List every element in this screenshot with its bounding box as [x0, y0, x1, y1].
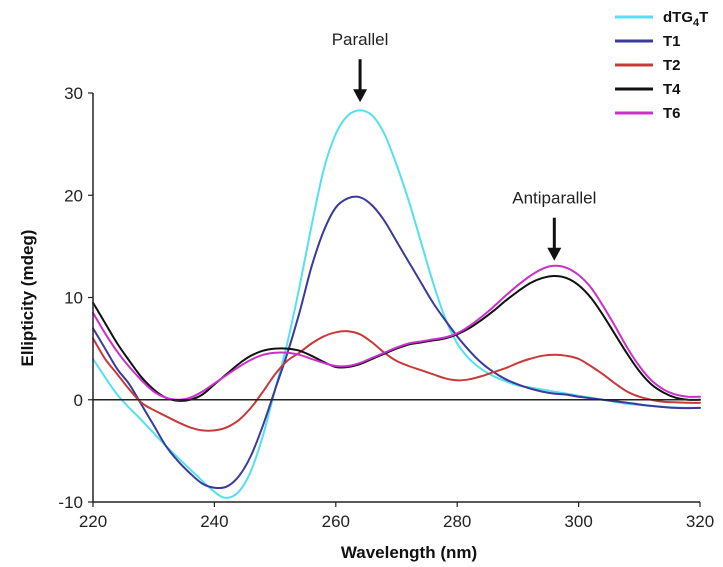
legend-label: dTG4T: [663, 9, 708, 29]
annotation-label: Antiparallel: [512, 189, 596, 208]
y-tick-label: 20: [64, 186, 83, 205]
x-tick-label: 260: [322, 512, 350, 531]
legend-label-text: T1: [663, 33, 681, 50]
legend-label: T6: [663, 105, 681, 122]
y-axis-title: Ellipticity (mdeg): [18, 230, 37, 367]
legend-label-tail: T: [699, 9, 708, 26]
x-axis-title: Wavelength (nm): [341, 543, 477, 562]
y-tick-label: 0: [74, 391, 83, 410]
annotations: Parallel Antiparallel: [332, 30, 596, 261]
y-tick-label: 30: [64, 84, 83, 103]
y-tick-label: 10: [64, 289, 83, 308]
legend-label-subscript: 4: [693, 17, 700, 29]
series-line-t4: [92, 275, 701, 402]
annotation-arrow-head: [547, 247, 562, 261]
legend-label-text: dTG: [663, 9, 693, 26]
series-line-t1: [92, 195, 701, 490]
x-tick-label: 320: [686, 512, 714, 531]
legend-label-text: T2: [663, 57, 681, 74]
x-tick-label: 300: [564, 512, 592, 531]
annotation-label: Parallel: [332, 30, 389, 49]
series-line-t6: [92, 264, 701, 401]
legend-label-text: T4: [663, 81, 681, 98]
series-layer: [92, 109, 701, 499]
legend-label: T2: [663, 57, 681, 74]
x-tick-label: 220: [79, 512, 107, 531]
legend-label-text: T6: [663, 105, 681, 122]
x-axis-ticks: 220 240 260 280 300 320: [79, 502, 714, 531]
x-tick-label: 240: [200, 512, 228, 531]
x-tick-label: 280: [443, 512, 471, 531]
y-axis-ticks: -10 0 10 20 30: [58, 84, 93, 512]
annotation-arrow-head: [353, 89, 368, 103]
legend: dTG4T T1 T2 T4 T6: [615, 9, 708, 122]
series-line-dtg4t: [92, 109, 701, 499]
series-line-t2: [92, 330, 701, 432]
y-tick-label: -10: [58, 493, 83, 512]
legend-label: T1: [663, 33, 681, 50]
legend-label: T4: [663, 81, 681, 98]
